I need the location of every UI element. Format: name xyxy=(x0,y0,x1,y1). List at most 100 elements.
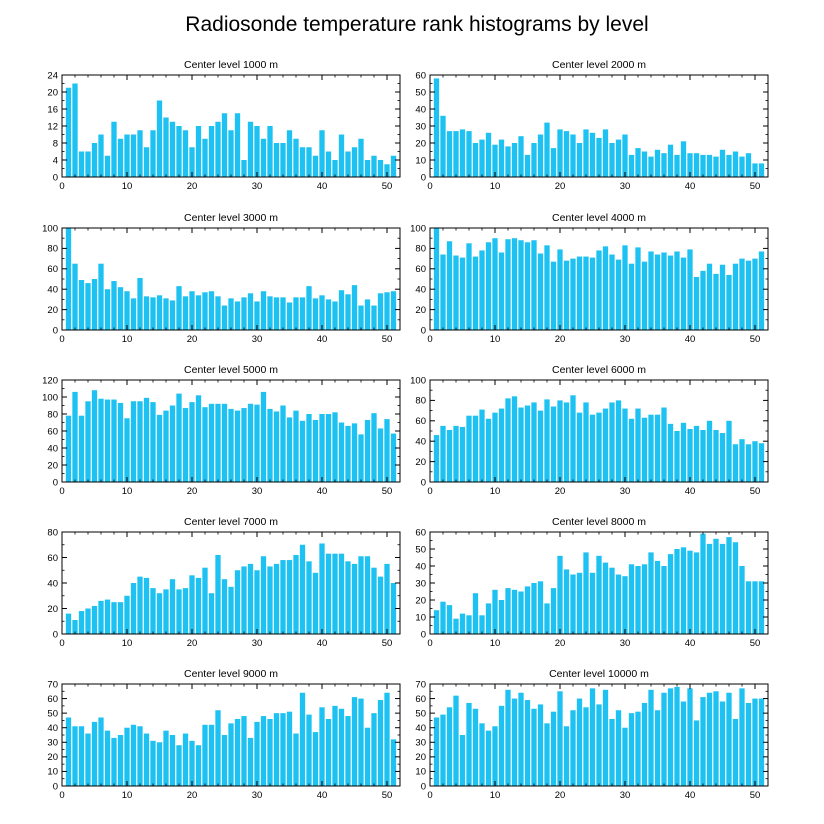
y-tick-label: 40 xyxy=(47,443,58,454)
bar xyxy=(518,591,524,634)
bar xyxy=(78,415,85,482)
bar xyxy=(693,153,700,177)
bar xyxy=(156,100,163,177)
x-tick-label: 0 xyxy=(427,486,432,497)
bar xyxy=(234,570,241,634)
bar xyxy=(505,689,511,786)
bar xyxy=(384,563,390,635)
y-tick-label: 30 xyxy=(47,738,58,749)
bar xyxy=(338,422,345,482)
y-tick-label: 80 xyxy=(415,244,426,255)
bar xyxy=(286,560,293,634)
bar xyxy=(732,151,739,177)
bar xyxy=(511,143,518,177)
bar xyxy=(260,556,267,634)
bar xyxy=(745,260,752,330)
bar xyxy=(371,305,377,330)
bar xyxy=(641,417,648,482)
bar xyxy=(286,417,293,482)
bar xyxy=(163,730,169,786)
bar xyxy=(247,403,254,482)
bar xyxy=(169,121,176,177)
bar xyxy=(693,425,700,482)
chart-panel: Center level 1000 m 0 10 20 30 40 50 0 4 8 12 16 20 2… xyxy=(47,59,401,192)
bar xyxy=(661,566,667,634)
x-tick-label: 40 xyxy=(685,486,696,497)
panel-title: Center level 2000 m xyxy=(552,59,646,71)
bar xyxy=(602,689,609,786)
x-tick-label: 20 xyxy=(555,790,566,801)
bar xyxy=(234,718,241,786)
bar xyxy=(72,619,78,634)
panel-title: Center level 4000 m xyxy=(552,212,646,224)
bar xyxy=(700,429,706,482)
bar xyxy=(358,434,364,482)
y-tick-label: 0 xyxy=(53,477,58,488)
bar xyxy=(124,595,130,634)
x-tick-label: 30 xyxy=(252,638,263,649)
x-tick-label: 20 xyxy=(187,181,198,192)
bar xyxy=(280,297,286,330)
x-tick-label: 10 xyxy=(122,638,133,649)
bar xyxy=(130,134,137,177)
bar xyxy=(85,151,91,177)
bar xyxy=(654,560,661,634)
y-tick-label: 60 xyxy=(47,264,58,275)
bar xyxy=(91,143,98,177)
bar xyxy=(390,433,397,482)
y-tick-label: 40 xyxy=(415,285,426,296)
y-tick-label: 20 xyxy=(47,460,58,471)
bar xyxy=(453,695,459,786)
bar xyxy=(241,408,247,482)
bar xyxy=(667,423,674,482)
bar xyxy=(680,547,687,634)
bar xyxy=(570,258,576,330)
bar xyxy=(531,143,537,177)
bar xyxy=(446,707,453,786)
bar xyxy=(492,412,498,482)
bar xyxy=(130,401,137,482)
bar xyxy=(466,615,472,634)
bar xyxy=(247,121,254,177)
bar xyxy=(674,549,680,634)
bar xyxy=(221,305,228,330)
bar xyxy=(622,408,628,482)
y-tick-label: 40 xyxy=(47,723,58,734)
bar xyxy=(485,242,492,330)
x-tick-label: 0 xyxy=(427,334,432,345)
y-tick-label: 20 xyxy=(47,752,58,763)
y-tick-label: 20 xyxy=(47,305,58,316)
bar xyxy=(228,298,234,330)
bar xyxy=(332,705,338,786)
y-tick-label: 50 xyxy=(47,708,58,719)
bar xyxy=(338,290,345,330)
chart-panel: Center level 10000 m 0 10 20 30 40 50 0 10 20 30 40… xyxy=(415,668,769,801)
bar xyxy=(524,242,531,330)
bar xyxy=(687,153,693,177)
bar xyxy=(358,138,364,177)
x-tick-label: 10 xyxy=(490,486,501,497)
bar xyxy=(260,291,267,330)
x-tick-label: 0 xyxy=(59,486,64,497)
bar xyxy=(117,138,124,177)
y-tick-label: 30 xyxy=(415,738,426,749)
bar xyxy=(364,160,371,177)
bar xyxy=(293,410,299,482)
bar xyxy=(169,579,176,634)
bar xyxy=(377,293,384,330)
bar xyxy=(635,711,641,786)
bar xyxy=(267,126,273,177)
bar xyxy=(511,698,518,786)
x-tick-label: 30 xyxy=(620,334,631,345)
bar xyxy=(563,569,570,634)
bar xyxy=(72,391,78,482)
bar xyxy=(732,718,739,786)
y-tick-label: 10 xyxy=(415,155,426,166)
bar xyxy=(498,252,505,330)
bar xyxy=(550,711,557,786)
bar xyxy=(648,414,654,482)
bar xyxy=(505,398,511,482)
bar xyxy=(706,420,713,482)
bar xyxy=(293,554,299,634)
bar xyxy=(459,257,466,330)
